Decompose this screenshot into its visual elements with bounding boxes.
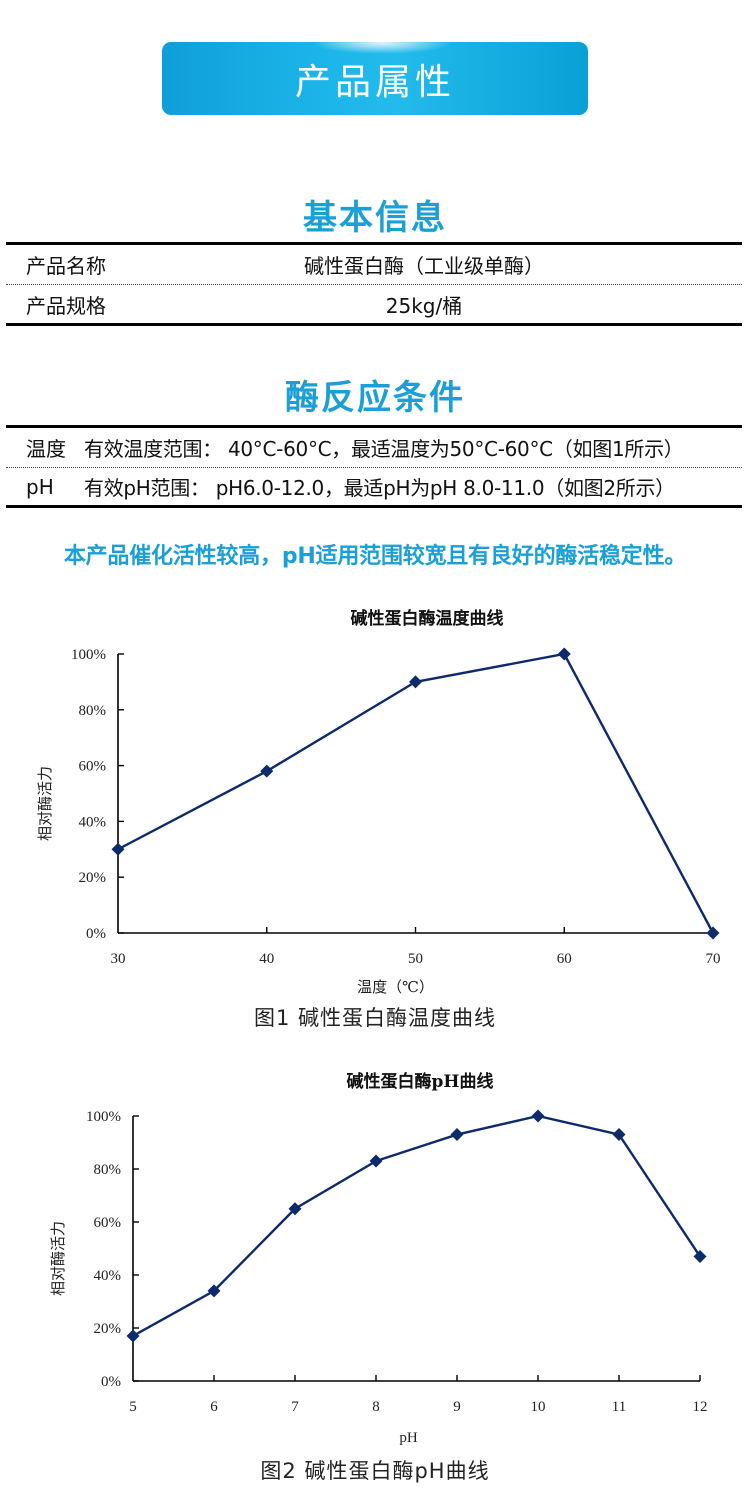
- series-line: [117, 652, 715, 934]
- chart-title: 碱性蛋白酶温度曲线: [351, 608, 504, 629]
- table-row: 产品规格 25kg/桶: [6, 285, 742, 323]
- chart-title: 碱性蛋白酶pH曲线: [347, 1071, 494, 1092]
- row-value: 碱性蛋白酶（工业级单酶）: [304, 254, 544, 278]
- y-tick-label: 0%: [86, 926, 106, 942]
- product-attributes-banner: 产品属性: [162, 42, 588, 115]
- x-tick-label: 70: [706, 951, 721, 967]
- series-line: [132, 1114, 701, 1337]
- reaction-conditions-title: 酶反应条件: [285, 378, 465, 418]
- reaction-conditions-table: 温度 有效温度范围： 40°C-60°C，最适温度为50°C-60°C（如图1所…: [6, 425, 742, 508]
- x-tick-label: 11: [612, 1399, 626, 1415]
- x-tick-label: 40: [259, 951, 274, 967]
- diamond-marker: [531, 1109, 545, 1123]
- y-tick-label: 20%: [94, 1321, 122, 1337]
- table-top-rule: [6, 242, 742, 245]
- figure1-caption: 图1 碱性蛋白酶温度曲线: [253, 1006, 497, 1030]
- x-tick-label: 10: [531, 1399, 546, 1415]
- y-tick-label: 100%: [86, 1109, 121, 1125]
- diamond-marker: [288, 1202, 302, 1216]
- diamond-marker: [409, 675, 422, 689]
- row-label: pH: [26, 474, 54, 499]
- diamond-marker: [557, 647, 571, 661]
- x-axis-label: 温度（℃）: [357, 979, 434, 996]
- table-row: 产品名称 碱性蛋白酶（工业级单酶）: [6, 245, 742, 285]
- table-bottom-rule: [6, 505, 742, 508]
- y-tick-label: 0%: [101, 1374, 121, 1390]
- x-tick-label: 60: [557, 951, 572, 967]
- diamond-marker: [693, 1249, 707, 1263]
- highlight-statement: 本产品催化活性较高，pH适用范围较宽且有良好的酶活稳定性。: [63, 544, 687, 569]
- x-tick-label: 50: [408, 951, 423, 967]
- y-tick-label: 60%: [79, 759, 107, 775]
- y-axis-label: 相对酶活力: [37, 766, 54, 841]
- row-value: 25kg/桶: [385, 293, 463, 318]
- diamond-marker: [111, 842, 125, 856]
- table-row: 温度 有效温度范围： 40°C-60°C，最适温度为50°C-60°C（如图1所…: [6, 428, 742, 468]
- row-value: 有效pH范围： pH6.0-12.0，最适pH为pH 8.0-11.0（如图2所…: [84, 476, 675, 500]
- ph-chart: 碱性蛋白酶pH曲线 0% 20% 40% 60% 80% 100% 5 6 7 8 9 10 11 12 pH…: [0, 1060, 750, 1450]
- table-row: pH 有效pH范围： pH6.0-12.0，最适pH为pH 8.0-11.0（如…: [6, 468, 742, 505]
- y-tick-label: 20%: [79, 870, 107, 886]
- y-axis-label: 相对酶活力: [50, 1221, 67, 1296]
- x-tick-label: 5: [129, 1399, 137, 1415]
- diamond-marker: [207, 1284, 221, 1298]
- temperature-chart-svg: 碱性蛋白酶温度曲线 0% 20% 40% 60% 80% 100% 30 40 50 60 70 温度（…: [37, 608, 721, 996]
- y-tick-label: 60%: [94, 1215, 122, 1231]
- table-bottom-rule: [6, 323, 742, 326]
- y-tick-label: 80%: [94, 1162, 122, 1178]
- x-tick-label: 12: [693, 1399, 708, 1415]
- y-tick-label: 40%: [94, 1268, 122, 1284]
- y-tick-label: 100%: [71, 647, 106, 663]
- row-label: 温度: [26, 437, 66, 461]
- figure2-caption: 图2 碱性蛋白酶pH曲线: [260, 1459, 490, 1483]
- banner-title: 产品属性: [294, 61, 455, 103]
- y-tick-label: 40%: [79, 814, 107, 830]
- row-value: 有效温度范围： 40°C-60°C，最适温度为50°C-60°C（如图1所示）: [84, 437, 684, 461]
- basic-info-title: 基本信息: [303, 198, 447, 238]
- basic-info-table: 产品名称 碱性蛋白酶（工业级单酶） 产品规格 25kg/桶: [6, 242, 742, 326]
- table-top-rule: [6, 425, 742, 428]
- y-tick-label: 80%: [79, 703, 107, 719]
- diamond-marker: [450, 1128, 464, 1142]
- ph-chart-svg: 碱性蛋白酶pH曲线 0% 20% 40% 60% 80% 100% 5 6 7 8 9 10 11 12 pH…: [50, 1071, 708, 1446]
- x-tick-label: 8: [372, 1399, 380, 1415]
- x-tick-label: 9: [453, 1399, 461, 1415]
- diamond-marker: [706, 926, 720, 940]
- diamond-marker: [260, 764, 274, 778]
- x-axis-label: pH: [399, 1430, 418, 1446]
- diamond-marker: [369, 1154, 383, 1168]
- x-tick-label: 6: [210, 1399, 218, 1415]
- x-tick-label: 7: [291, 1399, 299, 1415]
- row-label: 产品名称: [26, 254, 106, 278]
- temperature-chart: 碱性蛋白酶温度曲线 0% 20% 40% 60% 80% 100% 30 40 50 60 70 温度（…: [0, 600, 750, 1000]
- row-label: 产品规格: [26, 293, 106, 318]
- x-tick-label: 30: [111, 951, 126, 967]
- diamond-marker: [612, 1128, 626, 1142]
- diamond-marker: [126, 1329, 140, 1343]
